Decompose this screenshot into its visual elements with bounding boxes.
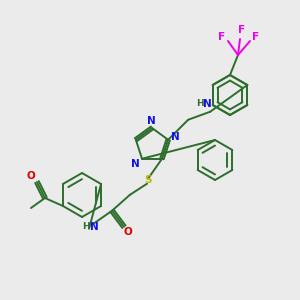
Text: N: N <box>130 159 140 169</box>
Text: H: H <box>196 99 204 108</box>
Text: O: O <box>27 171 35 181</box>
Text: N: N <box>147 116 155 126</box>
Text: F: F <box>252 32 260 42</box>
Text: N: N <box>171 132 179 142</box>
Text: N: N <box>90 222 98 232</box>
Text: H: H <box>82 222 90 231</box>
Text: F: F <box>218 32 226 42</box>
Text: S: S <box>144 175 152 185</box>
Text: F: F <box>238 25 246 35</box>
Text: N: N <box>203 99 212 109</box>
Text: O: O <box>124 227 132 237</box>
